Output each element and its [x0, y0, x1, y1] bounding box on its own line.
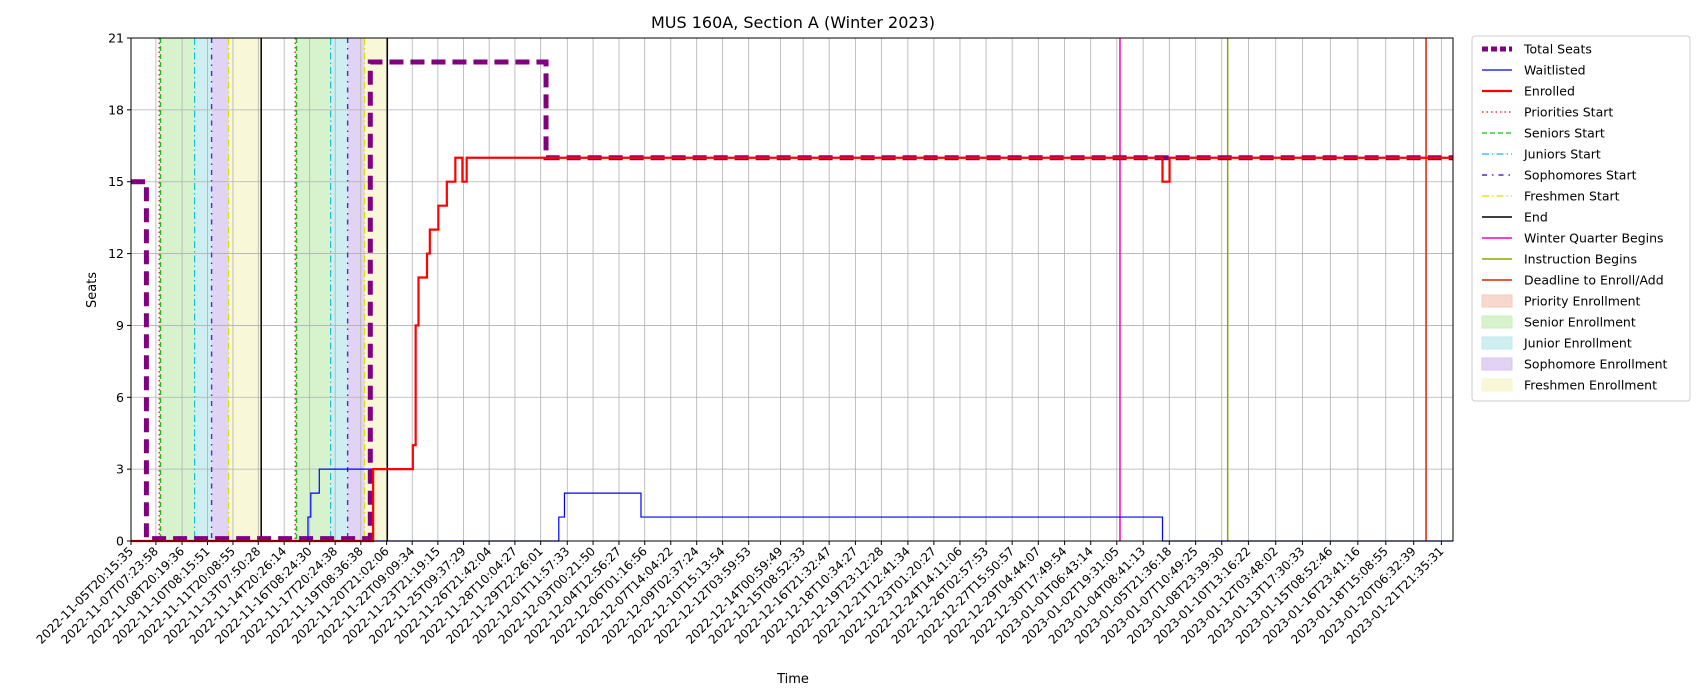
legend-swatch: [1481, 294, 1513, 308]
shaded-region: [228, 38, 262, 541]
series-line: [131, 156, 1453, 543]
legend-swatch: [1481, 357, 1513, 371]
shaded-region: [159, 38, 161, 541]
event-lines: [158, 38, 1427, 541]
legend-label: Sophomore Enrollment: [1524, 357, 1668, 372]
y-tick-label: 18: [108, 102, 124, 117]
legend-box: [1471, 35, 1691, 402]
shaded-region: [160, 38, 195, 541]
shaded-region: [295, 38, 297, 541]
chart-title: MUS 160A, Section A (Winter 2023): [651, 13, 935, 32]
legend: Total Seats Waitlisted Enrolled Priorities …: [1471, 35, 1691, 402]
y-axis-ticks: 0 3 6 9 12 15 18 21: [108, 31, 131, 549]
y-tick-label: 9: [116, 318, 124, 333]
legend-label: Juniors Start: [1523, 147, 1601, 162]
series-line: [131, 59, 1453, 542]
legend-label: Instruction Begins: [1524, 252, 1637, 267]
y-tick-label: 12: [108, 246, 124, 261]
x-axis-label: Time: [776, 672, 809, 687]
x-axis-ticks: 2022-11-05T20:15:352022-11-07T07:23:5820…: [34, 541, 1446, 647]
shaded-region: [347, 38, 365, 541]
y-axis-label: Seats: [85, 272, 100, 308]
legend-label: Priority Enrollment: [1524, 294, 1641, 309]
shaded-region: [211, 38, 229, 541]
enrollment-period-shading: [159, 38, 388, 541]
legend-label: Total Seats: [1523, 42, 1592, 57]
legend-swatch: [1481, 336, 1513, 350]
y-tick-label: 15: [108, 174, 124, 189]
legend-label: Senior Enrollment: [1524, 315, 1636, 330]
legend-label: Enrolled: [1524, 84, 1575, 99]
legend-label: Freshmen Enrollment: [1524, 378, 1657, 393]
legend-label: Junior Enrollment: [1523, 336, 1632, 351]
y-tick-label: 6: [116, 390, 124, 405]
legend-label: Sophomores Start: [1524, 168, 1637, 183]
shaded-region: [330, 38, 348, 541]
shaded-region: [296, 38, 331, 541]
legend-swatch: [1481, 315, 1513, 329]
legend-label: End: [1524, 210, 1548, 225]
legend-label: Seniors Start: [1524, 126, 1605, 141]
legend-label: Deadline to Enroll/Add: [1524, 273, 1664, 288]
y-tick-label: 3: [116, 462, 124, 477]
plot-frame: [130, 37, 1454, 542]
legend-label: Priorities Start: [1524, 105, 1613, 120]
y-tick-label: 0: [116, 534, 124, 549]
legend-label: Winter Quarter Begins: [1524, 231, 1664, 246]
legend-label: Waitlisted: [1524, 63, 1586, 78]
shaded-region: [194, 38, 212, 541]
legend-label: Freshmen Start: [1524, 189, 1620, 204]
y-tick-label: 21: [108, 31, 124, 46]
legend-swatch: [1481, 378, 1513, 392]
